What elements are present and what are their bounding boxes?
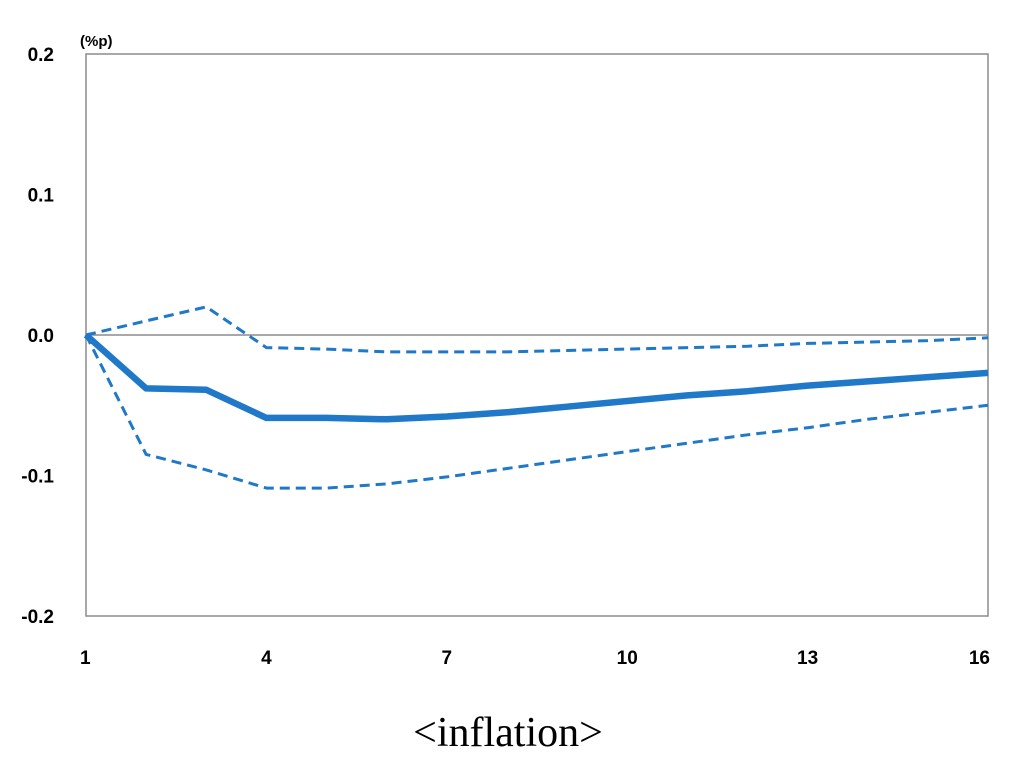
x-tick-label: 13 (797, 648, 818, 669)
series-layer (83, 305, 989, 490)
upper-bound-line (85, 305, 989, 354)
x-tick-label: 16 (969, 648, 990, 669)
x-tick-label: 7 (442, 648, 453, 669)
response-line (83, 332, 989, 423)
chart: (%p) 0.2 0.1 0.0 -0.1 -0.2 1 4 7 10 13 16 (21, 33, 990, 669)
y-unit-label: (%p) (80, 33, 113, 50)
lower-bound-line (84, 334, 989, 490)
x-tick-label: 10 (617, 648, 638, 669)
x-tick-label: 4 (261, 648, 272, 669)
x-tick-labels: 1 4 7 10 13 16 (80, 648, 990, 669)
chart-caption: <inflation> (413, 710, 603, 756)
y-tick-label: -0.1 (21, 467, 54, 488)
x-tick-label: 1 (80, 648, 91, 669)
y-tick-label: 0.2 (28, 45, 54, 66)
y-tick-label: 0.1 (28, 186, 55, 207)
y-tick-labels: 0.2 0.1 0.0 -0.1 -0.2 (21, 45, 54, 628)
y-tick-label: -0.2 (21, 607, 54, 628)
y-tick-label: 0.0 (28, 326, 54, 347)
